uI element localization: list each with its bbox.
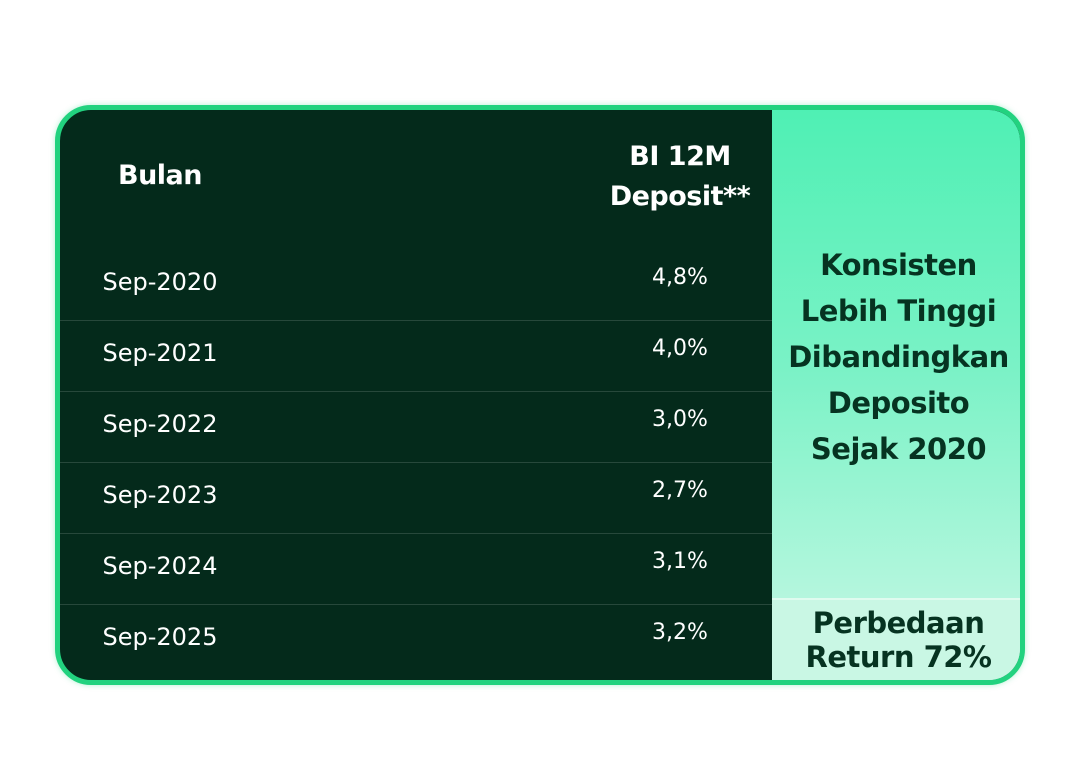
header-rate: BI 12M Deposit** — [590, 137, 770, 217]
rate-cell: 2,7% — [652, 478, 708, 503]
table-row: Sep-2023 2,7% — [60, 463, 772, 534]
rate-cell: 3,2% — [652, 620, 708, 645]
highlight-line: Lebih Tinggi — [800, 294, 997, 328]
table-row: Sep-2025 3,2% — [60, 605, 772, 675]
month-cell: Sep-2023 — [102, 481, 218, 509]
highlight-line: Deposito — [827, 386, 970, 420]
table-row: Sep-2024 3,1% — [60, 534, 772, 605]
table-row: Sep-2022 3,0% — [60, 392, 772, 463]
header-rate-line2: Deposit** — [609, 181, 751, 212]
highlight-line: Sejak 2020 — [810, 432, 987, 466]
highlight-column: Konsisten Lebih Tinggi Dibandingkan Depo… — [772, 110, 1020, 680]
deposit-comparison-card: Bulan BI 12M Deposit** Sep-2020 4,8% Sep… — [55, 105, 1025, 685]
return-difference-panel: Perbedaan Return 72% — [772, 600, 1020, 680]
highlight-line: Konsisten — [820, 248, 977, 282]
month-cell: Sep-2024 — [102, 552, 218, 580]
rate-cell: 3,0% — [652, 407, 708, 432]
header-month: Bulan — [118, 160, 203, 191]
highlight-message-panel: Konsisten Lebih Tinggi Dibandingkan Depo… — [772, 110, 1020, 600]
rate-cell: 4,0% — [652, 336, 708, 361]
table-row: Sep-2020 4,8% — [60, 250, 772, 321]
return-difference-line2: Return 72% — [805, 640, 992, 674]
rate-cell: 4,8% — [652, 265, 708, 290]
month-cell: Sep-2022 — [102, 410, 218, 438]
month-cell: Sep-2025 — [102, 623, 218, 651]
header-rate-line1: BI 12M — [629, 141, 731, 172]
month-cell: Sep-2020 — [102, 268, 218, 296]
highlight-line: Dibandingkan — [788, 340, 1009, 374]
highlight-message: Konsisten Lebih Tinggi Dibandingkan Depo… — [772, 242, 1020, 472]
return-difference: Perbedaan Return 72% — [772, 606, 1020, 674]
return-difference-line1: Perbedaan — [812, 606, 985, 640]
month-cell: Sep-2021 — [102, 339, 218, 367]
table-rows: Sep-2020 4,8% Sep-2021 4,0% Sep-2022 3,0… — [60, 250, 772, 675]
rate-cell: 3,1% — [652, 549, 708, 574]
table-row: Sep-2021 4,0% — [60, 321, 772, 392]
rate-table: Bulan BI 12M Deposit** Sep-2020 4,8% Sep… — [60, 110, 772, 680]
